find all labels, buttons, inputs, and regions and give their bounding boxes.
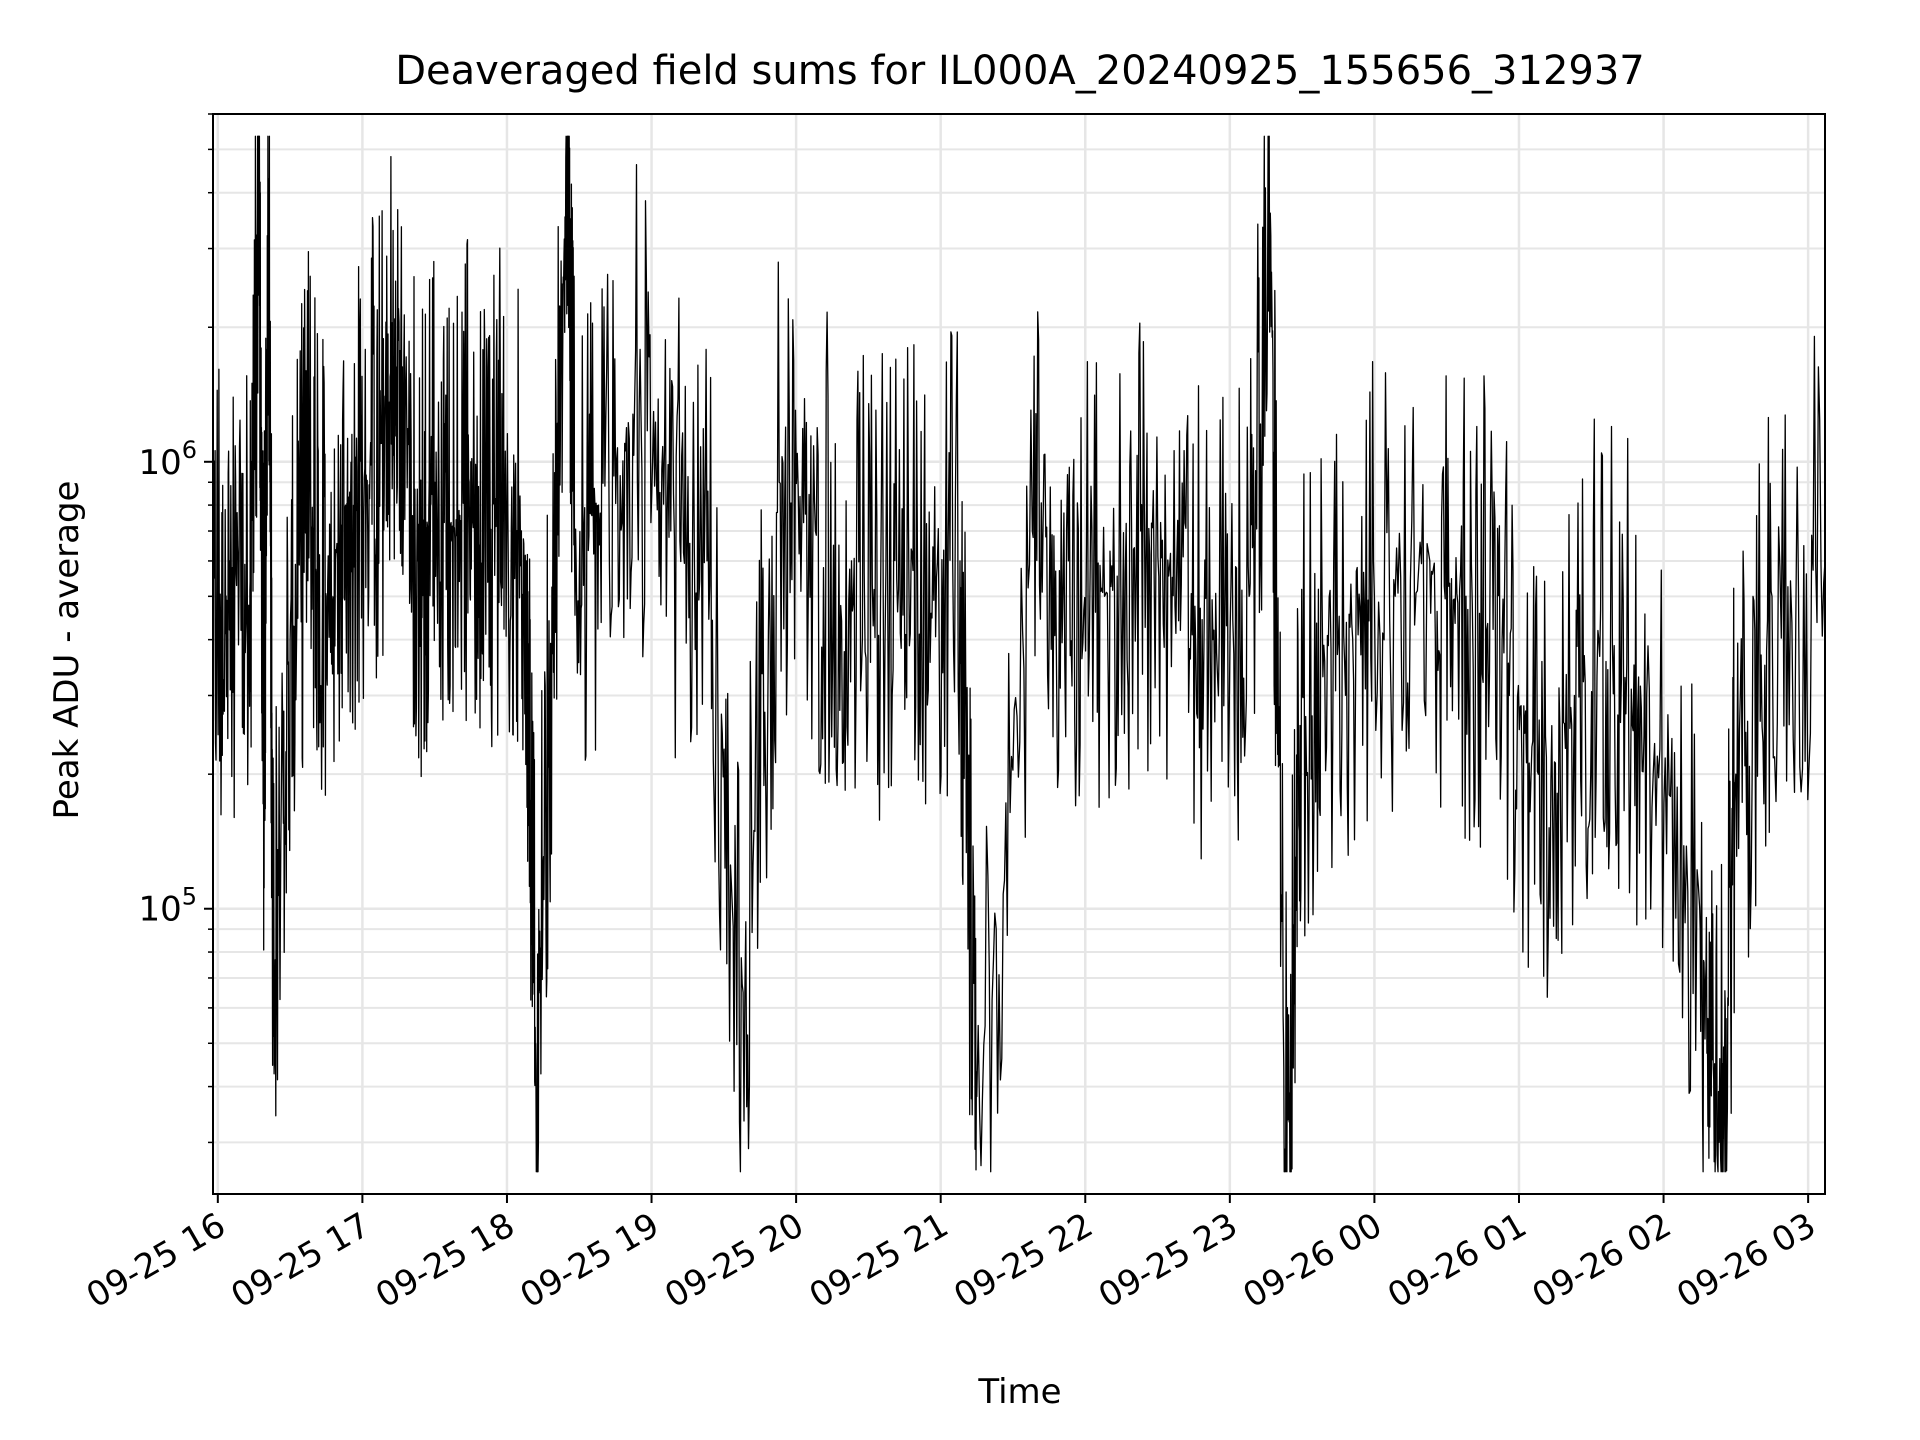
series-line	[212, 135, 1826, 1173]
y-tick-label: 105	[138, 883, 197, 930]
y-axis-label: Peak ADU - average	[47, 481, 87, 820]
plot-area-frame	[212, 113, 1826, 1195]
chart-title: Deaveraged field sums for IL000A_2024092…	[395, 48, 1645, 94]
x-axis-label: Time	[977, 1372, 1061, 1412]
y-tick-exponent: 6	[182, 436, 197, 464]
y-tick-exponent: 5	[182, 883, 197, 911]
data-series	[212, 135, 1826, 1173]
